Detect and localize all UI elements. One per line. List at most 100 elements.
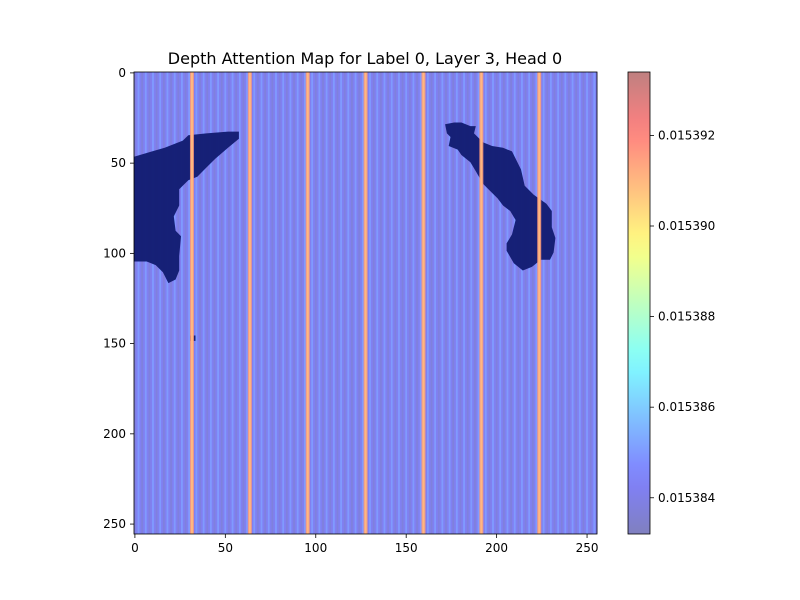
heatmap-column bbox=[293, 72, 296, 534]
heatmap-column bbox=[278, 72, 281, 534]
y-tick-label: 150 bbox=[103, 337, 126, 351]
heatmap-column bbox=[385, 72, 388, 534]
heatmap-column bbox=[568, 72, 571, 534]
colorbar-tick-label: 0.015388 bbox=[658, 310, 715, 324]
heatmap-column bbox=[575, 72, 578, 534]
heatmap-column bbox=[296, 72, 299, 534]
heatmap-column bbox=[329, 72, 332, 534]
heatmap-column bbox=[390, 72, 394, 534]
heatmap-column bbox=[417, 72, 421, 534]
heatmap-column bbox=[394, 72, 397, 534]
y-tick-label: 50 bbox=[111, 156, 126, 170]
heatmap-column bbox=[407, 72, 410, 534]
heatmap-column bbox=[258, 72, 262, 534]
heatmap-column bbox=[341, 72, 345, 534]
heatmap-column bbox=[309, 72, 312, 534]
heatmap-column bbox=[499, 72, 502, 534]
heatmap-column bbox=[472, 72, 475, 534]
heatmap-column bbox=[182, 72, 186, 534]
heatmap-column bbox=[298, 72, 301, 534]
heatmap-column bbox=[356, 72, 359, 534]
heatmap-column bbox=[372, 72, 375, 534]
heatmap-column bbox=[454, 72, 457, 534]
heatmap-column bbox=[269, 72, 272, 534]
heatmap-column bbox=[162, 72, 166, 534]
heatmap-column bbox=[557, 72, 560, 534]
heatmap-column bbox=[389, 72, 392, 534]
heatmap-column bbox=[439, 72, 442, 534]
heatmap-column bbox=[351, 72, 354, 534]
heatmap-column bbox=[383, 72, 386, 534]
heatmap-column bbox=[533, 72, 536, 534]
heatmap-column bbox=[153, 72, 157, 534]
heatmap-column bbox=[589, 72, 592, 534]
heatmap-column bbox=[264, 72, 267, 534]
heatmap-column bbox=[284, 72, 287, 534]
heatmap-column bbox=[358, 72, 361, 534]
heatmap-column bbox=[202, 72, 205, 534]
heatmap-column bbox=[564, 72, 567, 534]
heatmap-column bbox=[540, 72, 544, 534]
heatmap-column bbox=[443, 72, 446, 534]
heatmap-column bbox=[595, 72, 598, 534]
heatmap-column bbox=[159, 72, 162, 534]
heatmap-column bbox=[213, 72, 216, 534]
heatmap-column bbox=[294, 72, 298, 534]
heatmap-column bbox=[553, 72, 556, 534]
heatmap-column bbox=[522, 72, 526, 534]
heatmap-column bbox=[549, 72, 553, 534]
heatmap-column bbox=[152, 72, 155, 534]
heatmap-column bbox=[209, 72, 213, 534]
heatmap-column bbox=[242, 72, 245, 534]
heatmap-column bbox=[521, 72, 524, 534]
heatmap-column bbox=[161, 72, 164, 534]
heatmap-column bbox=[349, 72, 352, 534]
heatmap-column bbox=[582, 72, 585, 534]
heatmap-column bbox=[188, 72, 191, 534]
heatmap-column bbox=[591, 72, 594, 534]
y-tick-label: 250 bbox=[103, 517, 126, 531]
heatmap-column bbox=[430, 72, 433, 534]
heatmap-column bbox=[446, 72, 450, 534]
heatmap-plot-area bbox=[133, 71, 598, 535]
heatmap-column bbox=[266, 72, 269, 534]
heatmap-column bbox=[141, 72, 144, 534]
heatmap-column bbox=[448, 72, 451, 534]
heatmap-column bbox=[502, 72, 506, 534]
heatmap-column bbox=[217, 72, 220, 534]
heatmap-column bbox=[282, 72, 285, 534]
x-tick-label: 0 bbox=[131, 541, 139, 555]
heatmap-column bbox=[361, 72, 365, 534]
heatmap-column bbox=[325, 72, 328, 534]
heatmap-column bbox=[220, 72, 224, 534]
heatmap-column bbox=[445, 72, 448, 534]
heatmap-column bbox=[173, 72, 176, 534]
heatmap-column bbox=[184, 72, 187, 534]
peak-column bbox=[306, 72, 309, 534]
heatmap-column bbox=[410, 72, 413, 534]
heatmap-column bbox=[224, 72, 227, 534]
heatmap-column bbox=[436, 72, 439, 534]
heatmap-column bbox=[238, 72, 242, 534]
colorbar: 0.015384 0.015386 0.015388 0.015390 0.015392 bbox=[627, 71, 715, 535]
heatmap-column bbox=[135, 72, 139, 534]
heatmap-column bbox=[578, 72, 582, 534]
heatmap-column bbox=[143, 72, 146, 534]
heatmap-column bbox=[484, 72, 488, 534]
heatmap-column bbox=[580, 72, 583, 534]
heatmap-column bbox=[392, 72, 395, 534]
heatmap-column bbox=[398, 72, 401, 534]
heatmap-column bbox=[276, 72, 280, 534]
peak-column bbox=[248, 72, 251, 534]
heatmap-column bbox=[490, 72, 493, 534]
heatmap-column bbox=[517, 72, 520, 534]
heatmap-column bbox=[240, 72, 243, 534]
heatmap-column bbox=[459, 72, 462, 534]
heatmap-column bbox=[229, 72, 233, 534]
heatmap-column bbox=[573, 72, 576, 534]
heatmap-column bbox=[562, 72, 565, 534]
heatmap-column bbox=[208, 72, 211, 534]
x-tick-label: 150 bbox=[395, 541, 418, 555]
heatmap-column bbox=[137, 72, 140, 534]
heatmap-column bbox=[244, 72, 247, 534]
